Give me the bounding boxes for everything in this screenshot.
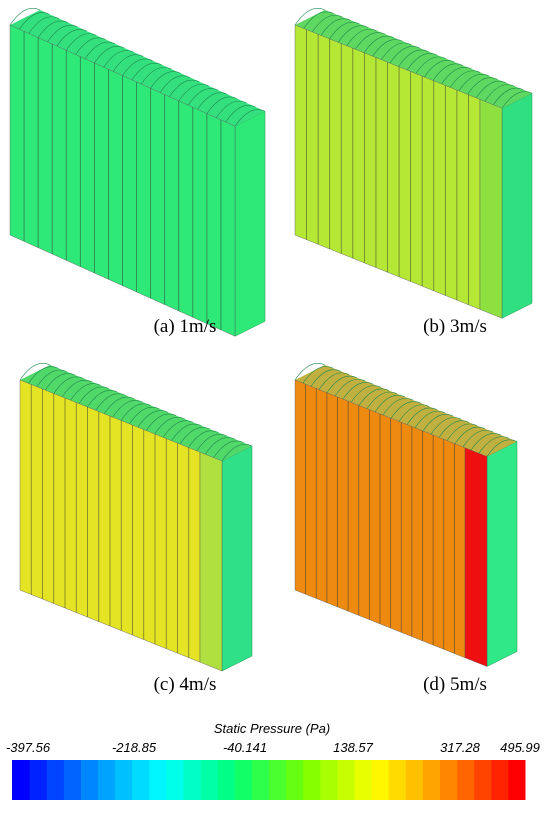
slab-render [295,8,532,318]
colorbar-cell [251,760,269,800]
colorbar-tick-label: 495.99 [500,740,540,755]
colorbar-cell [149,760,167,800]
colorbar-cell [388,760,406,800]
colorbar-tick-label: -40.141 [223,740,267,755]
colorbar-cell [46,760,64,800]
colorbar-cell [234,760,252,800]
colorbar-tick-label: -218.85 [112,740,157,755]
side-face [487,442,517,667]
caption: (d) 5m/s [423,674,487,695]
colorbar-tick-label: 138.57 [333,740,374,755]
edge-strip [480,99,502,318]
colorbar-cell [491,760,509,800]
slab-render [10,8,265,336]
colorbar-cell [371,760,389,800]
colorbar-cell [508,760,526,800]
colorbar-cell [422,760,440,800]
colorbar-cell [269,760,287,800]
slab-render [295,363,517,666]
colorbar-cell [303,760,321,800]
colorbar-cell [320,760,338,800]
colorbar-cell [405,760,423,800]
colorbar-cell [80,760,98,800]
colorbar-cell [474,760,492,800]
colorbar-cell [200,760,218,800]
colorbar-cell [115,760,133,800]
colorbar-cell [63,760,81,800]
colorbar-cell [354,760,372,800]
caption: (a) 1m/s [154,316,217,337]
side-face [235,111,265,336]
colorbar-cell [440,760,458,800]
colorbar-cell [166,760,184,800]
colorbar-cell [29,760,47,800]
side-face [502,93,532,318]
colorbar-cell [286,760,304,800]
colorbar-cell [183,760,201,800]
colorbar-cell [217,760,235,800]
colorbar-cell [132,760,150,800]
slab-render [20,363,252,671]
edge-strip [200,452,222,671]
caption: (c) 4m/s [154,674,217,695]
caption: (b) 3m/s [423,316,487,337]
figure: (a) 1m/s (b) 3m/s (c) 4m/s (d) 5m/s Stat… [0,0,545,821]
colorbar-cell [12,760,30,800]
colorbar-cell [337,760,355,800]
colorbar-title: Static Pressure (Pa) [214,721,330,736]
colorbar-cell [98,760,116,800]
colorbar-cell [457,760,475,800]
edge-strip [465,448,487,667]
colorbar-tick-label: -397.56 [6,740,51,755]
side-face [222,446,252,671]
colorbar-tick-label: 317.28 [440,740,481,755]
